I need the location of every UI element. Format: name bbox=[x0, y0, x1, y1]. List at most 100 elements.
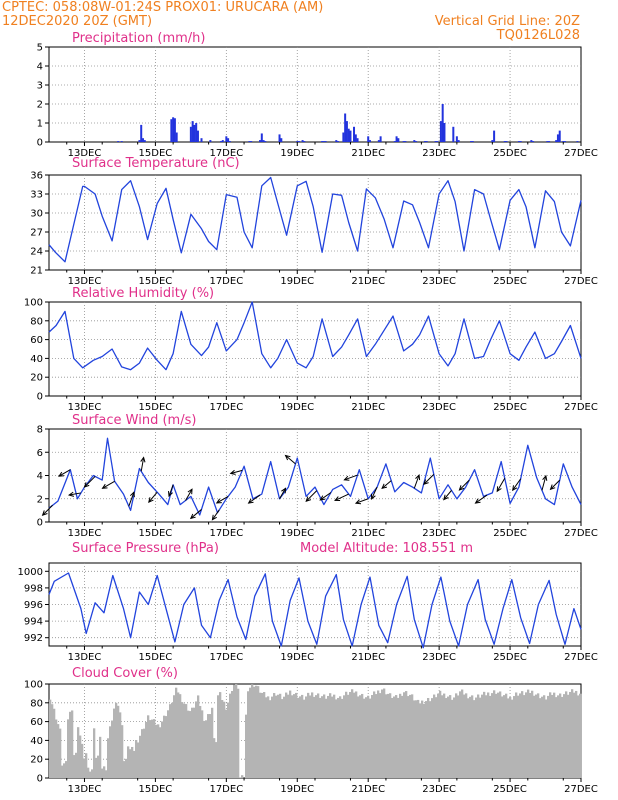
y-tick-label: 992 bbox=[24, 633, 43, 644]
cloud-bar bbox=[147, 715, 150, 778]
wind-arrow bbox=[84, 476, 96, 488]
wind-arrow-head bbox=[512, 485, 518, 492]
cloud-bar bbox=[327, 695, 330, 778]
cloud-bar bbox=[87, 767, 90, 778]
precip-bar bbox=[546, 141, 549, 142]
cloud-bar bbox=[383, 688, 386, 778]
cloud-bar bbox=[241, 775, 244, 778]
y-tick-label: 6 bbox=[37, 448, 43, 459]
cloud-bar bbox=[103, 766, 106, 778]
cloud-bar bbox=[183, 703, 186, 778]
wind-arrow-head bbox=[211, 514, 217, 521]
cloud-bar bbox=[73, 755, 76, 778]
precipitation-title: Precipitation (mm/h) bbox=[72, 31, 205, 46]
x-tick-label: 23DEC bbox=[422, 276, 456, 287]
precip-bar bbox=[200, 138, 203, 142]
cloud-bar bbox=[297, 697, 300, 778]
temperature-title: Surface Temperature (nC) bbox=[72, 156, 240, 171]
cloud-bar bbox=[567, 694, 570, 778]
x-tick-label: 15DEC bbox=[139, 402, 173, 413]
cloud-bar bbox=[469, 696, 472, 778]
cloud-bar bbox=[95, 757, 98, 778]
header-location: CPTEC: 058:08W-01:24S PROX01: URUCARA (A… bbox=[2, 0, 323, 15]
cloud-bar bbox=[143, 728, 146, 778]
cloud-bar bbox=[393, 696, 396, 778]
y-tick-label: 60 bbox=[30, 335, 43, 346]
precip-bar bbox=[195, 123, 198, 142]
wind-arrow-head bbox=[284, 454, 291, 461]
temperature-panel: Surface Temperature (nC) 21 24 27 30 33 36 13D… bbox=[30, 156, 598, 287]
cloud-bar bbox=[253, 686, 256, 778]
cloud-bar bbox=[117, 705, 120, 778]
precip-bar bbox=[470, 141, 473, 142]
precip-bar bbox=[402, 141, 405, 142]
cloud-bar bbox=[541, 696, 544, 778]
cloud-bar bbox=[465, 693, 468, 778]
plot-frame bbox=[48, 174, 582, 271]
wind-arrow bbox=[58, 469, 71, 477]
cloud-bar bbox=[157, 724, 160, 778]
cloud-bar bbox=[179, 694, 182, 778]
wind-arrow bbox=[42, 504, 53, 516]
x-tick-label: 15DEC bbox=[139, 652, 173, 663]
x-tick-label: 25DEC bbox=[493, 784, 527, 795]
precip-bar bbox=[503, 141, 506, 142]
precip-bar bbox=[353, 126, 356, 142]
wind-title: Surface Wind (m/s) bbox=[72, 413, 196, 428]
cloud-bar bbox=[259, 692, 262, 778]
precip-bar bbox=[493, 130, 496, 142]
wind-arrow bbox=[381, 480, 392, 489]
y-tick-label: 996 bbox=[24, 600, 43, 611]
x-tick-label: 21DEC bbox=[351, 402, 385, 413]
cloud-bar bbox=[251, 684, 254, 778]
cloud-bar bbox=[219, 692, 222, 778]
cloud-bar bbox=[277, 694, 280, 778]
cloud-bar bbox=[521, 691, 524, 778]
precip-bar bbox=[443, 123, 446, 142]
cloud-bar bbox=[475, 697, 478, 778]
cloud-bar bbox=[101, 768, 104, 778]
cloud-bar bbox=[517, 695, 520, 778]
wind-arrow-head bbox=[229, 469, 236, 475]
cloud-bar bbox=[283, 696, 286, 778]
cloud-bar bbox=[165, 716, 168, 778]
cloud-bar bbox=[353, 692, 356, 778]
y-tick-label: 0 bbox=[37, 774, 43, 785]
cloud-bar bbox=[441, 695, 444, 778]
cloud-bar bbox=[173, 695, 176, 778]
model-altitude-note: Model Altitude: 108.551 m bbox=[300, 541, 473, 556]
y-tick-label: 4 bbox=[37, 62, 43, 73]
wind-arrow-head bbox=[83, 482, 90, 488]
precip-bar bbox=[143, 140, 146, 142]
wind-arrow-head bbox=[215, 498, 222, 504]
cloud-bar bbox=[325, 698, 328, 778]
cloud-bar bbox=[331, 696, 334, 778]
y-tick-label: 80 bbox=[30, 698, 43, 709]
cloud-bar bbox=[279, 693, 282, 778]
cloud-bar bbox=[397, 697, 400, 778]
wind-arrow bbox=[371, 486, 378, 500]
cloud-bar bbox=[59, 728, 62, 778]
cloud-bar bbox=[229, 693, 232, 778]
cloud-bar bbox=[65, 761, 68, 778]
precip-bar bbox=[278, 134, 281, 142]
precip-bar bbox=[221, 140, 224, 142]
cloud-bar bbox=[237, 688, 240, 778]
cloud-bar bbox=[427, 698, 430, 778]
series-line bbox=[48, 301, 582, 371]
precip-bar bbox=[301, 140, 304, 142]
y-tick-label: 60 bbox=[30, 717, 43, 728]
wind-arrow bbox=[185, 488, 193, 501]
precip-bar bbox=[193, 124, 196, 142]
wind-arrow bbox=[230, 469, 243, 474]
precip-bar bbox=[209, 140, 212, 142]
series-line bbox=[48, 572, 582, 649]
x-tick-label: 13DEC bbox=[68, 402, 102, 413]
precip-bar bbox=[248, 141, 251, 142]
x-tick-label: 15DEC bbox=[139, 784, 173, 795]
cloud-bar bbox=[499, 691, 502, 778]
cloud-bar bbox=[379, 693, 382, 778]
precip-bar bbox=[175, 132, 178, 142]
cloud-bar bbox=[159, 727, 162, 778]
precip-bar bbox=[471, 141, 474, 142]
